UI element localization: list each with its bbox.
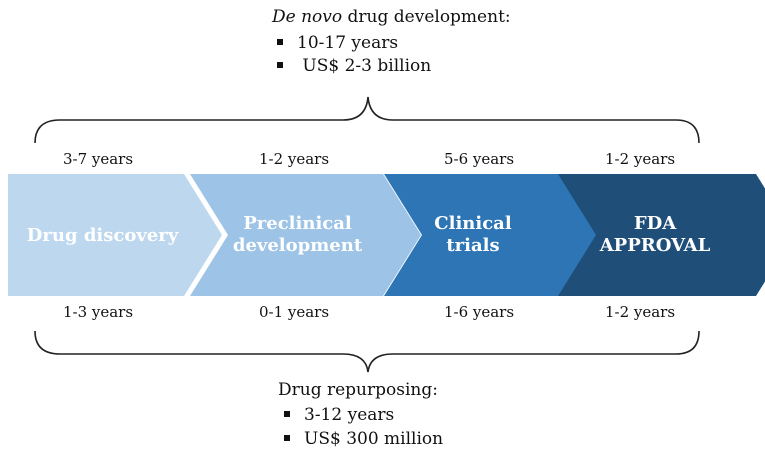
denovo-bullet-cost: US$ 2-3 billion bbox=[277, 56, 431, 76]
stage-preclinical-line1: Preclinical bbox=[243, 213, 352, 234]
chevron-clinical bbox=[384, 174, 598, 296]
denovo-bullet-years: 10-17 years bbox=[277, 33, 398, 53]
denovo-title-italic: De novo bbox=[272, 7, 343, 27]
bullet-square-icon bbox=[277, 62, 283, 68]
bullet-square-icon bbox=[284, 435, 290, 441]
chevron-discovery bbox=[8, 174, 222, 296]
stage-approval-line2: APPROVAL bbox=[599, 235, 711, 256]
chevron-approval bbox=[558, 174, 765, 296]
stage-preclinical-line2: development bbox=[232, 235, 363, 256]
repurposing-title: Drug repurposing: bbox=[278, 380, 438, 400]
bullet-square-icon bbox=[284, 411, 290, 417]
stage-discovery-line1: Drug discovery bbox=[26, 225, 179, 246]
denovo-years-text: 10-17 years bbox=[297, 33, 399, 53]
stage-label-preclinical: Preclinical development bbox=[210, 213, 385, 257]
repurposing-duration-clinical: 1-6 years bbox=[443, 303, 515, 321]
denovo-cost-text: US$ 2-3 billion bbox=[297, 56, 432, 76]
repurposing-years-text: 3-12 years bbox=[304, 405, 395, 425]
repurposing-cost-text: US$ 300 million bbox=[304, 429, 444, 449]
stage-approval-line1: FDA bbox=[633, 213, 677, 234]
denovo-duration-preclinical: 1-2 years bbox=[258, 150, 330, 168]
repurposing-bullet-years: 3-12 years bbox=[284, 405, 394, 425]
repurposing-duration-discovery: 1-3 years bbox=[62, 303, 134, 321]
denovo-duration-approval: 1-2 years bbox=[604, 150, 676, 168]
denovo-duration-clinical: 5-6 years bbox=[443, 150, 515, 168]
denovo-duration-discovery: 3-7 years bbox=[62, 150, 134, 168]
repurposing-duration-preclinical: 0-1 years bbox=[258, 303, 330, 321]
stage-label-approval: FDA APPROVAL bbox=[575, 213, 735, 257]
chevron-preclinical bbox=[190, 174, 421, 296]
bullet-square-icon bbox=[277, 39, 283, 45]
bottom-brace bbox=[34, 330, 700, 373]
top-brace bbox=[34, 96, 700, 144]
stage-clinical-line1: Clinical bbox=[434, 213, 512, 234]
stage-label-discovery: Drug discovery bbox=[15, 225, 190, 247]
stage-clinical-line2: trials bbox=[446, 235, 500, 256]
repurposing-bullet-cost: US$ 300 million bbox=[284, 429, 443, 449]
denovo-title: De novo drug development: bbox=[272, 7, 511, 27]
denovo-title-rest: drug development: bbox=[342, 7, 511, 27]
repurposing-duration-approval: 1-2 years bbox=[604, 303, 676, 321]
stage-label-clinical: Clinical trials bbox=[398, 213, 548, 257]
